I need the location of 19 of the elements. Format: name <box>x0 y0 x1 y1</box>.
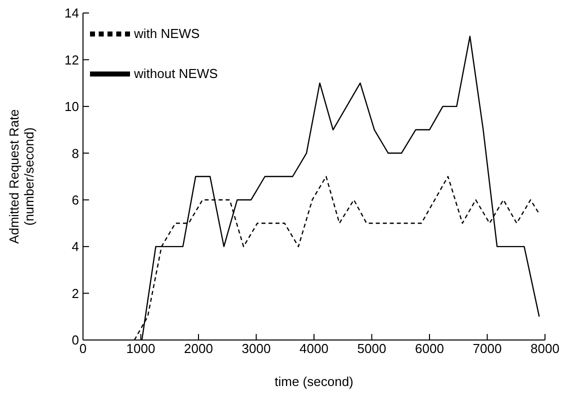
x-tick-label: 5000 <box>357 341 386 356</box>
y-tick-label: 14 <box>64 6 79 21</box>
y-tick-label: 6 <box>72 192 79 208</box>
x-tick-label: 2000 <box>184 341 213 356</box>
y-tick-label: 8 <box>72 146 79 161</box>
x-axis-title: time (second) <box>274 374 354 389</box>
y-tick-label: 4 <box>72 239 79 254</box>
y-tick-label: 12 <box>64 52 79 68</box>
x-tick-label: 3000 <box>242 341 271 356</box>
legend-label: with NEWS <box>134 26 200 41</box>
y-axis-title: Admitted Request Rate (number/second) <box>6 109 36 244</box>
x-tick-label: 4000 <box>300 341 328 356</box>
y-tick-label: 2 <box>72 286 79 301</box>
legend-label: without NEWS <box>134 66 218 81</box>
x-tick-label: 6000 <box>415 341 444 356</box>
y-tick-label: 10 <box>64 99 79 114</box>
x-tick-label: 1000 <box>126 341 156 356</box>
x-tick-label: 7000 <box>472 341 502 356</box>
x-tick-label: 8000 <box>530 341 560 356</box>
